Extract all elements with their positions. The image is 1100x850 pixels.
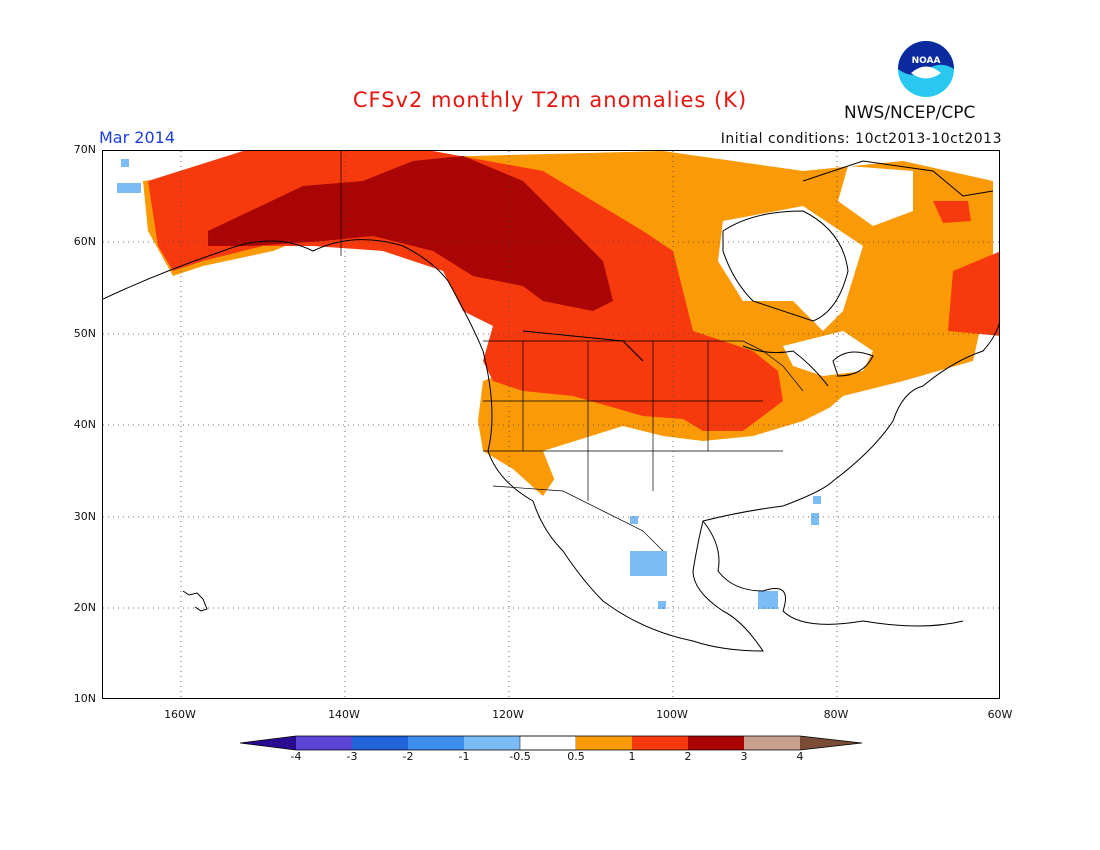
colorbar-arrow-low bbox=[240, 736, 296, 750]
colorbar-label: 1 bbox=[628, 750, 636, 763]
colorbar-bin bbox=[576, 736, 632, 750]
lat-label: 70N bbox=[73, 143, 96, 156]
lon-label: 140W bbox=[328, 708, 360, 721]
lon-label: 80W bbox=[823, 708, 849, 721]
colorbar-label: 3 bbox=[740, 750, 748, 763]
colorbar-bin bbox=[352, 736, 408, 750]
colorbar-bin bbox=[744, 736, 800, 750]
colorbar-bin bbox=[296, 736, 352, 750]
anomaly-neg-region bbox=[117, 159, 821, 609]
colorbar-label: -2 bbox=[402, 750, 414, 763]
colorbar-label: -0.5 bbox=[509, 750, 531, 763]
chart-title: CFSv2 monthly T2m anomalies (K) bbox=[352, 88, 748, 112]
logo-text: NOAA bbox=[912, 56, 941, 66]
lat-label: 50N bbox=[73, 327, 96, 340]
lon-label: 60W bbox=[987, 708, 1013, 721]
lat-label: 60N bbox=[73, 235, 96, 248]
colorbar-bin bbox=[408, 736, 464, 750]
colorbar-label: -1 bbox=[458, 750, 470, 763]
lat-label: 30N bbox=[73, 510, 96, 523]
agency-label: NWS/NCEP/CPC bbox=[844, 103, 976, 123]
lat-label: 20N bbox=[73, 601, 96, 614]
colorbar-arrow-high bbox=[800, 736, 862, 750]
colorbar-bin bbox=[519, 735, 577, 751]
map-canvas bbox=[103, 151, 999, 698]
lon-label: 160W bbox=[164, 708, 196, 721]
noaa-logo: NOAA bbox=[898, 41, 954, 97]
initial-conditions: Initial conditions: 10ct2013-10ct2013 bbox=[720, 131, 1002, 147]
colorbar-label: 2 bbox=[684, 750, 692, 763]
colorbar-label: -4 bbox=[290, 750, 302, 763]
anomaly-map bbox=[102, 150, 1000, 699]
colorbar-bin bbox=[632, 736, 688, 750]
lat-label: 40N bbox=[73, 418, 96, 431]
forecast-month: Mar 2014 bbox=[99, 128, 175, 147]
colorbar-label: 4 bbox=[796, 750, 804, 763]
colorbar-bin bbox=[688, 736, 744, 750]
anomaly-2-3-region bbox=[208, 156, 613, 311]
colorbar-label: -3 bbox=[346, 750, 358, 763]
lon-label: 100W bbox=[656, 708, 688, 721]
lon-label: 120W bbox=[492, 708, 524, 721]
borders bbox=[340, 151, 804, 552]
colorbar bbox=[240, 735, 862, 751]
colorbar-bin bbox=[464, 736, 520, 750]
lat-label: 10N bbox=[73, 692, 96, 705]
colorbar-label: 0.5 bbox=[567, 750, 585, 763]
